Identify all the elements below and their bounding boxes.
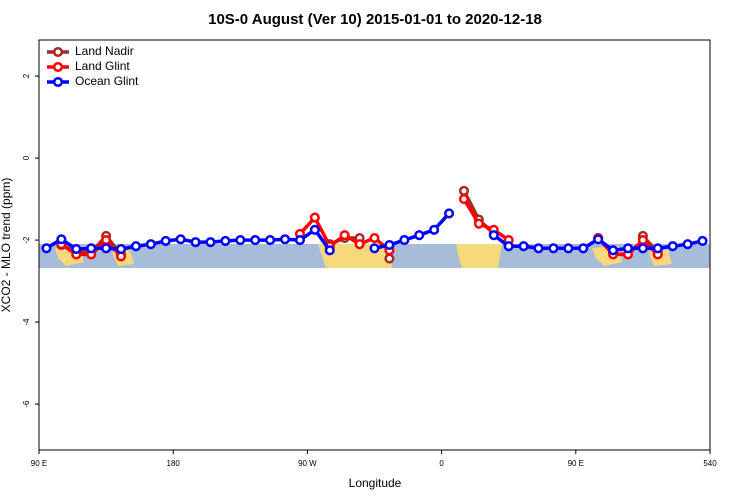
y-tick-label: -6 (22, 400, 31, 408)
y-tick-label: -4 (22, 318, 31, 326)
data-point (578, 243, 589, 254)
y-tick-label: 2 (22, 73, 31, 78)
x-tick-label: 0 (439, 459, 444, 468)
data-point (294, 235, 305, 246)
data-point (503, 241, 514, 252)
data-point (593, 234, 604, 245)
data-point (190, 237, 201, 248)
data-point (399, 235, 410, 246)
data-point (444, 208, 455, 219)
data-point (563, 243, 574, 254)
data-point (458, 185, 470, 196)
data-point (309, 212, 320, 223)
data-point (369, 243, 380, 254)
x-tick-label: 90 E (31, 459, 47, 468)
data-point (324, 245, 335, 256)
data-point (458, 194, 470, 205)
data-point (637, 243, 648, 254)
data-point (369, 232, 380, 244)
legend-marker (52, 46, 64, 58)
data-point (682, 239, 693, 250)
data-point (309, 224, 320, 235)
legend-label: Land Nadir (75, 44, 134, 58)
legend-label: Land Glint (75, 59, 130, 73)
plot-frame (38, 39, 711, 451)
data-point (533, 243, 544, 254)
data-point (637, 235, 648, 246)
legend-marker (52, 61, 64, 73)
data-point (652, 243, 663, 254)
y-tick-label: -2 (22, 236, 31, 244)
x-tick-label: 180 (167, 459, 181, 468)
data-point (205, 237, 216, 248)
data-point (384, 253, 395, 264)
data-point (279, 234, 291, 245)
data-point (115, 244, 127, 255)
data-point (667, 241, 678, 252)
x-tick-label: 540 (703, 459, 717, 468)
data-point (41, 243, 52, 254)
legend-label: Ocean Glint (75, 74, 139, 88)
land (456, 244, 502, 268)
data-point (429, 224, 440, 235)
data-point (384, 239, 395, 251)
data-point (354, 239, 365, 250)
data-point (488, 230, 499, 241)
data-point (235, 235, 246, 246)
data-point (101, 235, 112, 246)
x-tick-label: 90 W (298, 459, 317, 468)
data-point (220, 235, 231, 246)
data-point (145, 239, 156, 250)
y-axis-label: XCO2 - MLO trend (ppm) (0, 178, 13, 313)
data-point (608, 245, 619, 256)
data-point (86, 243, 97, 254)
data-point (250, 235, 261, 246)
data-point (622, 243, 634, 254)
data-point (160, 235, 171, 246)
data-point (473, 218, 484, 229)
data-point (56, 234, 67, 245)
data-point (548, 243, 559, 254)
data-point (339, 230, 350, 241)
y-tick-label: 0 (22, 155, 31, 160)
data-point (518, 241, 529, 252)
data-point (130, 241, 141, 252)
x-axis-label: Longitude (349, 476, 402, 490)
data-point (101, 243, 112, 254)
chart-title: 10S-0 August (Ver 10) 2015-01-01 to 2020… (208, 11, 542, 28)
data-point (71, 244, 82, 255)
x-tick-label: 90 E (568, 459, 584, 468)
data-point (175, 234, 186, 245)
data-point (697, 235, 708, 246)
legend-marker (52, 76, 64, 88)
data-point (265, 235, 276, 246)
data-point (414, 230, 425, 241)
